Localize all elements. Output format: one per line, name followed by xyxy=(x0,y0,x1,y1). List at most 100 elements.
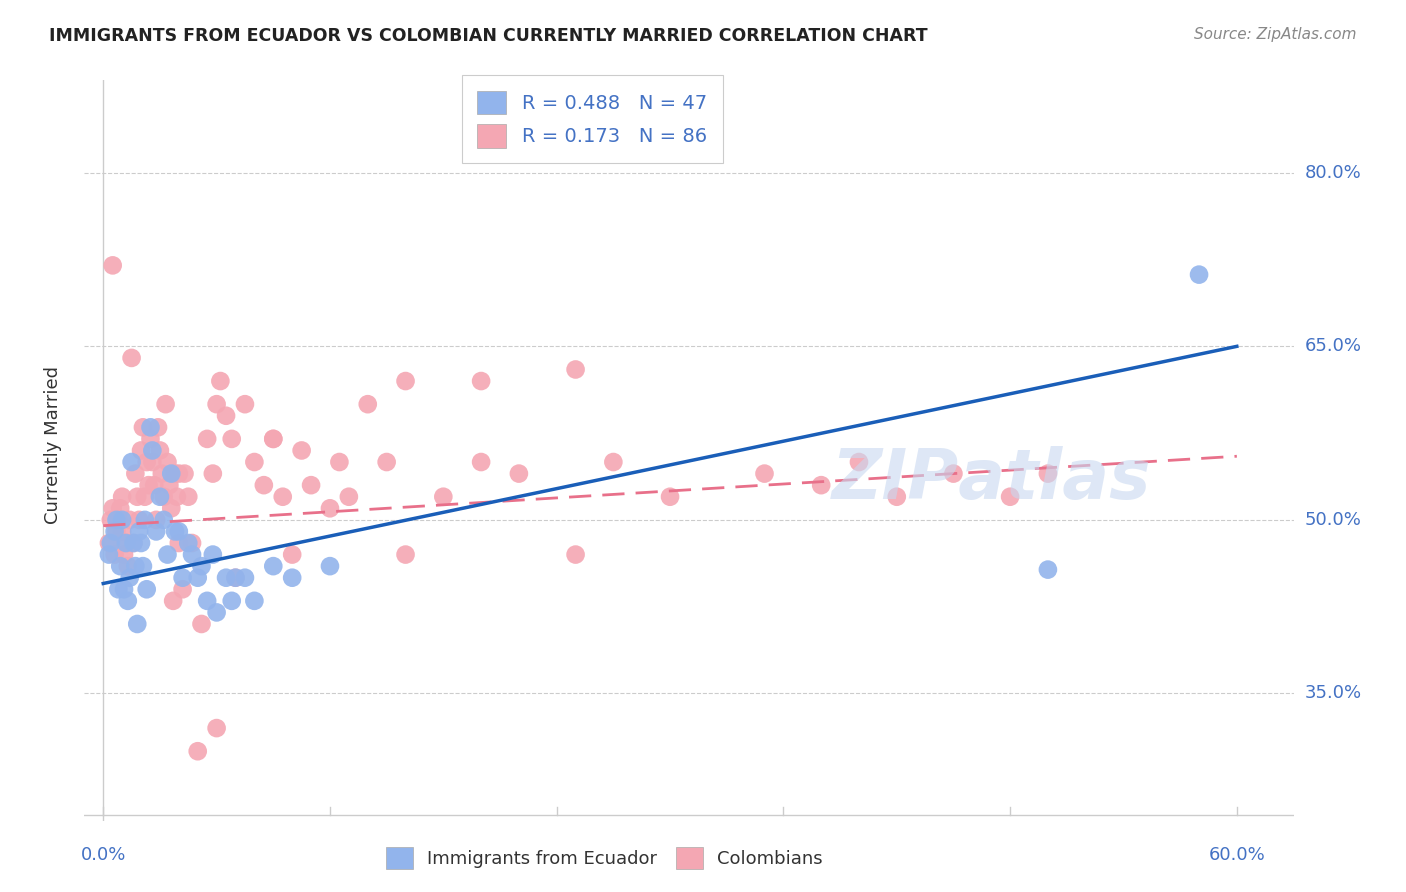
Point xyxy=(205,606,228,620)
Point xyxy=(110,501,132,516)
Point xyxy=(190,559,212,574)
Point xyxy=(271,490,294,504)
Point xyxy=(157,478,180,492)
Point xyxy=(121,351,143,365)
Point xyxy=(942,467,965,481)
Point xyxy=(135,455,157,469)
Point xyxy=(160,467,183,481)
Point xyxy=(111,513,134,527)
Point xyxy=(205,397,228,411)
Point xyxy=(111,524,134,539)
Point xyxy=(243,594,266,608)
Point xyxy=(319,559,342,574)
Point xyxy=(187,571,209,585)
Point xyxy=(205,721,228,735)
Point xyxy=(100,536,122,550)
Point xyxy=(564,548,586,562)
Point xyxy=(166,490,188,504)
Point xyxy=(110,559,132,574)
Point xyxy=(156,455,179,469)
Point xyxy=(139,432,162,446)
Point xyxy=(1036,467,1059,481)
Point xyxy=(754,467,776,481)
Point xyxy=(659,490,682,504)
Point xyxy=(337,490,360,504)
Text: 0.0%: 0.0% xyxy=(80,846,127,863)
Point xyxy=(143,478,166,492)
Point xyxy=(115,536,138,550)
Point xyxy=(848,455,870,469)
Point xyxy=(810,478,832,492)
Point xyxy=(201,548,224,562)
Text: 50.0%: 50.0% xyxy=(1305,511,1361,529)
Point xyxy=(432,490,454,504)
Point xyxy=(135,582,157,597)
Point xyxy=(165,524,187,539)
Point xyxy=(233,571,256,585)
Point xyxy=(122,536,145,550)
Point xyxy=(152,513,174,527)
Point xyxy=(134,490,156,504)
Point xyxy=(225,571,247,585)
Point xyxy=(138,478,160,492)
Text: Source: ZipAtlas.com: Source: ZipAtlas.com xyxy=(1194,27,1357,42)
Point xyxy=(215,571,238,585)
Point xyxy=(134,513,156,527)
Point xyxy=(150,467,173,481)
Point xyxy=(128,524,150,539)
Point xyxy=(121,455,143,469)
Point xyxy=(127,617,149,632)
Point xyxy=(167,536,190,550)
Point xyxy=(281,571,304,585)
Point xyxy=(105,524,128,539)
Point xyxy=(165,467,187,481)
Point xyxy=(105,513,128,527)
Point xyxy=(101,501,124,516)
Point xyxy=(118,513,141,527)
Point xyxy=(253,478,276,492)
Point xyxy=(127,490,149,504)
Text: 65.0%: 65.0% xyxy=(1305,337,1361,355)
Point xyxy=(181,536,204,550)
Text: 35.0%: 35.0% xyxy=(1305,684,1362,702)
Point xyxy=(132,559,155,574)
Point xyxy=(129,536,152,550)
Point xyxy=(152,490,174,504)
Point xyxy=(262,432,284,446)
Text: 80.0%: 80.0% xyxy=(1305,164,1361,182)
Point xyxy=(173,467,195,481)
Point xyxy=(122,536,145,550)
Point xyxy=(233,397,256,411)
Point xyxy=(1188,268,1211,282)
Point xyxy=(187,744,209,758)
Point xyxy=(319,501,342,516)
Point xyxy=(1036,563,1059,577)
Point xyxy=(998,490,1021,504)
Text: IMMIGRANTS FROM ECUADOR VS COLOMBIAN CURRENTLY MARRIED CORRELATION CHART: IMMIGRANTS FROM ECUADOR VS COLOMBIAN CUR… xyxy=(49,27,928,45)
Point xyxy=(132,420,155,434)
Point xyxy=(221,432,243,446)
Point xyxy=(97,536,120,550)
Point xyxy=(111,490,134,504)
Point xyxy=(129,443,152,458)
Point xyxy=(177,536,200,550)
Text: ZIP​atlas: ZIP​atlas xyxy=(831,446,1152,513)
Point xyxy=(886,490,908,504)
Point xyxy=(156,548,179,562)
Point xyxy=(104,548,127,562)
Point xyxy=(564,362,586,376)
Point xyxy=(115,536,138,550)
Point xyxy=(97,548,120,562)
Point xyxy=(470,374,492,388)
Point xyxy=(112,548,135,562)
Point xyxy=(262,432,284,446)
Point xyxy=(149,443,172,458)
Point xyxy=(281,548,304,562)
Point xyxy=(262,559,284,574)
Point xyxy=(299,478,322,492)
Point xyxy=(117,594,139,608)
Point xyxy=(195,594,218,608)
Point xyxy=(215,409,238,423)
Point xyxy=(167,524,190,539)
Point xyxy=(172,582,194,597)
